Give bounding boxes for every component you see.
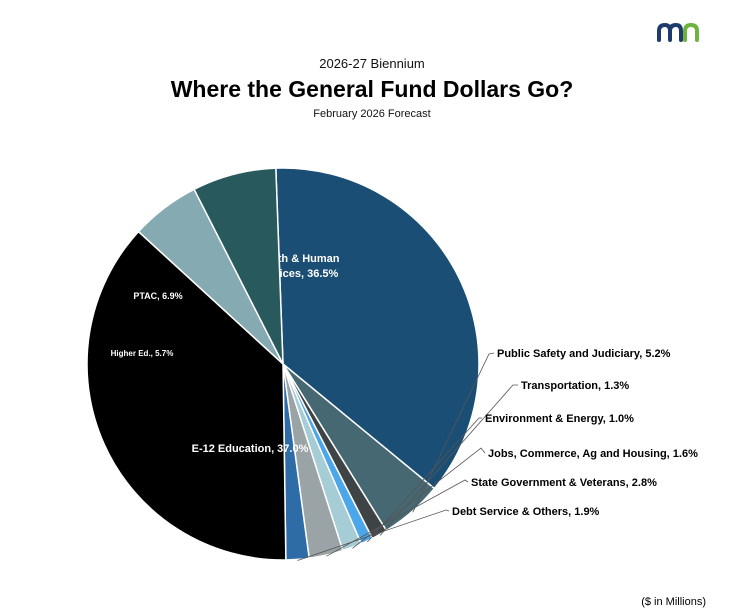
- slice-label: State Government & Veterans, 2.8%: [471, 477, 657, 489]
- leader-line: [297, 509, 450, 561]
- slice-label: PTAC, 6.9%: [133, 291, 182, 301]
- units-note: ($ in Millions): [641, 596, 706, 608]
- slice-label: Higher Ed., 5.7%: [111, 349, 174, 358]
- slice-label: Debt Service & Others, 1.9%: [452, 506, 600, 518]
- pie-slice-ptac: [193, 167, 284, 365]
- slice-label: Transportation, 1.3%: [521, 380, 629, 392]
- chart-subtitle-forecast: February 2026 Forecast: [313, 108, 431, 120]
- slice-label: Jobs, Commerce, Ag and Housing, 1.6%: [488, 448, 698, 460]
- slice-label: Public Safety and Judiciary, 5.2%: [497, 348, 671, 360]
- chart-title: Where the General Fund Dollars Go?: [170, 76, 574, 102]
- leader-line: [379, 384, 518, 536]
- mn-logo-icon: [657, 22, 699, 42]
- leader-line: [326, 479, 469, 557]
- leader-line: [367, 417, 482, 543]
- slice-label: E-12 Education, 37.0%: [192, 443, 309, 455]
- pie-slice-e-12-education: [86, 230, 287, 561]
- chart-subtitle-biennium: 2026-27 Biennium: [319, 56, 425, 71]
- slice-label: Environment & Energy, 1.0%: [485, 413, 634, 425]
- leader-line: [352, 447, 486, 549]
- pie-slice-health-human-services: [275, 167, 480, 490]
- leader-line: [412, 352, 495, 513]
